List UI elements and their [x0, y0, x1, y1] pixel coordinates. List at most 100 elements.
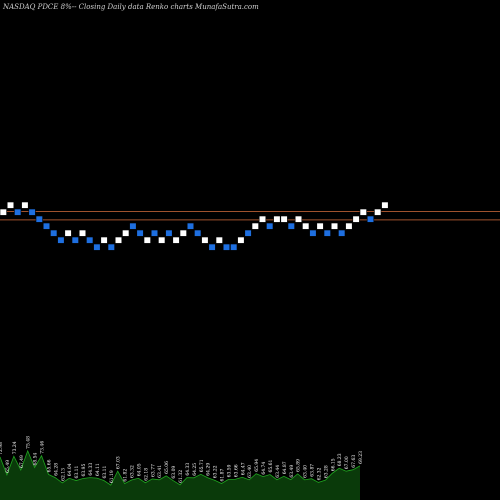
renko-brick-down — [136, 229, 144, 237]
volume-label: 63.40 — [303, 465, 309, 478]
chart-title: NASDAQ PDCE 8%-- Closing Daily data Renk… — [2, 3, 259, 11]
renko-brick-down — [50, 229, 58, 237]
renko-brick-down — [323, 229, 331, 237]
volume-label: 61.32 — [178, 470, 184, 483]
renko-brick-up — [251, 222, 259, 230]
renko-brick-down — [194, 229, 202, 237]
volume-label: 67.49 — [19, 455, 25, 468]
renko-brick-up — [215, 236, 223, 244]
volume-label: 61.87 — [220, 468, 226, 481]
volume-label: 65.06 — [164, 461, 170, 474]
renko-brick-up — [345, 222, 353, 230]
volume-label: 63.44 — [275, 465, 281, 478]
renko-brick-up — [294, 215, 303, 223]
volume-label: 62.13 — [60, 468, 66, 481]
renko-brick-down — [107, 243, 115, 251]
renko-brick-up — [273, 215, 281, 223]
renko-brick-up — [0, 208, 7, 216]
volume-label: 62.18 — [143, 468, 149, 481]
renko-brick-up — [158, 236, 166, 244]
volume-label: 66.15 — [330, 458, 336, 471]
renko-brick-down — [57, 236, 65, 244]
volume-label: 61.82 — [123, 469, 129, 482]
volume-label: 63.22 — [213, 465, 219, 478]
renko-brick-up — [374, 208, 382, 216]
renko-brick-down — [266, 222, 274, 230]
reference-lines — [0, 211, 500, 221]
volume-label: 63.40 — [247, 465, 253, 478]
renko-brick-up — [172, 236, 180, 244]
volume-label: 65.49 — [5, 460, 11, 473]
volume-label: 63.32 — [130, 465, 136, 478]
volume-label: 68.54 — [33, 452, 39, 465]
volume-label: 62.32 — [316, 467, 322, 480]
renko-brick-up — [352, 215, 360, 223]
volume-label: 67.63 — [351, 455, 357, 468]
volume-label: 64.47 — [240, 462, 246, 475]
renko-brick-up — [359, 208, 367, 216]
renko-brick-down — [366, 215, 375, 223]
renko-brick-down — [71, 236, 79, 244]
volume-label: 63.87 — [310, 464, 316, 477]
renko-brick-up — [258, 215, 267, 223]
renko-brick-up — [100, 236, 108, 244]
volume-fill — [0, 450, 360, 500]
volume-label: 73.46 — [40, 441, 46, 454]
renko-brick-down — [222, 243, 231, 251]
renko-brick-up — [280, 215, 288, 223]
volume-label: 63.09 — [171, 466, 177, 479]
volume-label: 64.33 — [88, 463, 94, 476]
volume-label: 63.59 — [226, 464, 232, 477]
volume-label: 63.49 — [289, 465, 295, 478]
volume-label: 63.95 — [81, 464, 87, 477]
volume-area — [0, 449, 361, 500]
renko-brick-down — [165, 229, 173, 237]
renko-brick-down — [208, 243, 216, 251]
volume-label: 67.03 — [116, 456, 122, 469]
renko-brick-down — [309, 229, 317, 237]
renko-brick-down — [93, 243, 101, 251]
volume-label: 65.71 — [199, 459, 205, 472]
renko-brick-up — [179, 229, 187, 237]
volume-label: 64.87 — [282, 461, 288, 474]
volume-label: 67.00 — [344, 456, 350, 469]
renko-brick-up — [114, 236, 123, 244]
renko-brick-down — [129, 222, 137, 230]
renko-brick-down — [287, 222, 295, 230]
renko-brick-up — [201, 236, 209, 244]
volume-label: 69.23 — [358, 451, 364, 464]
renko-brick-down — [230, 243, 238, 251]
volume-label: 68.23 — [337, 453, 343, 466]
renko-brick-down — [35, 215, 43, 223]
renko-brick-up — [302, 222, 310, 230]
volume-label: 65.61 — [268, 460, 274, 473]
renko-brick-down — [86, 236, 94, 244]
renko-brick-down — [338, 229, 346, 237]
volume-labels: 72.98 65.4973.2467.4975.4868.5473.4665.66… — [0, 436, 364, 483]
renko-brick-up — [78, 229, 87, 237]
volume-label: 65.89 — [296, 459, 302, 472]
volume-label: 63.41 — [157, 465, 163, 478]
volume-label: 72.98 — [0, 442, 4, 455]
volume-label: 75.48 — [26, 436, 32, 449]
renko-brick-up — [122, 229, 130, 237]
volume-label: 65.66 — [46, 459, 52, 472]
volume-label: 63.11 — [74, 466, 80, 479]
renko-bricks — [0, 201, 389, 251]
renko-brick-up — [316, 222, 324, 230]
renko-brick-up — [21, 201, 29, 209]
volume-label: 64.25 — [192, 463, 198, 476]
renko-brick-down — [186, 222, 195, 230]
renko-brick-up — [6, 201, 15, 209]
renko-brick-down — [244, 229, 252, 237]
renko-brick-down — [28, 208, 36, 216]
renko-brick-up — [237, 236, 245, 244]
renko-brick-up — [64, 229, 72, 237]
volume-label: 63.77 — [150, 464, 156, 477]
volume-label: 64.29 — [206, 463, 212, 476]
volume-label: 64.28 — [53, 463, 59, 476]
renko-brick-down — [42, 222, 51, 230]
volume-label: 73.24 — [12, 441, 18, 454]
